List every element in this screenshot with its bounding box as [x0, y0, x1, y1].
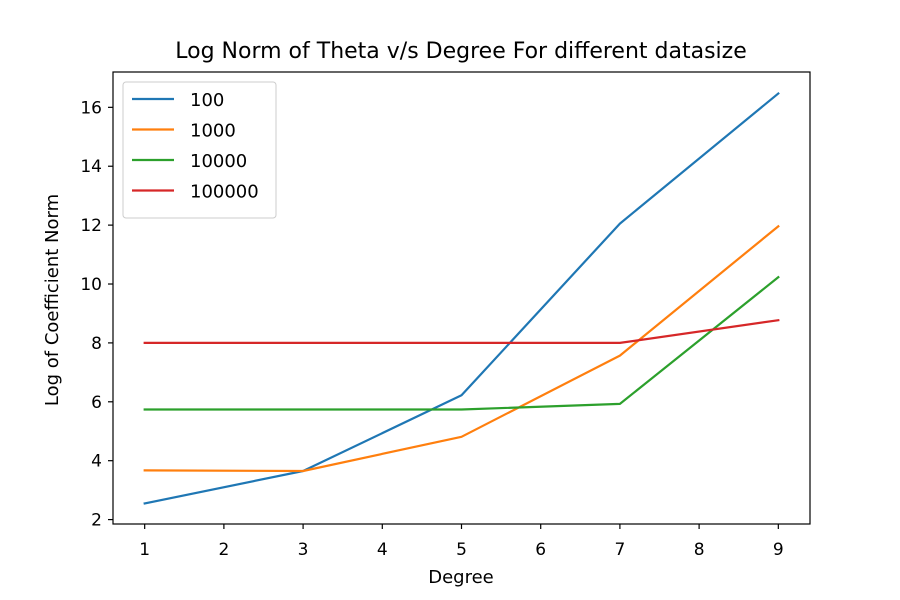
x-axis-label: Degree — [428, 567, 494, 588]
chart-title: Log Norm of Theta v/s Degree For differe… — [175, 39, 746, 64]
x-tick-label: 9 — [773, 540, 784, 560]
y-tick-label: 14 — [80, 157, 102, 177]
legend: 100 1000 10000 100000 — [122, 81, 277, 219]
y-tick-label: 6 — [91, 393, 102, 413]
x-tick-label: 8 — [694, 540, 705, 560]
x-tick-label: 7 — [614, 540, 625, 560]
x-tick-label: 1 — [139, 540, 150, 560]
x-tick-label: 3 — [298, 540, 309, 560]
series-line-1000 — [143, 224, 780, 473]
y-tick-label: 16 — [80, 98, 102, 118]
legend-label: 1000 — [190, 121, 236, 142]
series-line-10000 — [143, 275, 780, 411]
legend-label: 100 — [190, 90, 224, 111]
y-tick-label: 10 — [80, 275, 102, 295]
y-tick-label: 4 — [91, 452, 102, 472]
x-tick-label: 5 — [456, 540, 467, 560]
x-tick-label: 6 — [535, 540, 546, 560]
y-tick-label: 2 — [91, 511, 102, 531]
x-tick-label: 4 — [377, 540, 388, 560]
series-line-100 — [143, 91, 780, 505]
legend-box — [122, 81, 277, 219]
y-axis-label: Log of Coefficient Norm — [42, 194, 63, 406]
legend-label: 100000 — [190, 182, 259, 203]
y-tick-label: 12 — [80, 216, 102, 236]
legend-label: 10000 — [190, 151, 247, 172]
x-tick-label: 2 — [218, 540, 229, 560]
y-tick-label: 8 — [91, 334, 102, 354]
series-line-100000 — [143, 318, 780, 344]
